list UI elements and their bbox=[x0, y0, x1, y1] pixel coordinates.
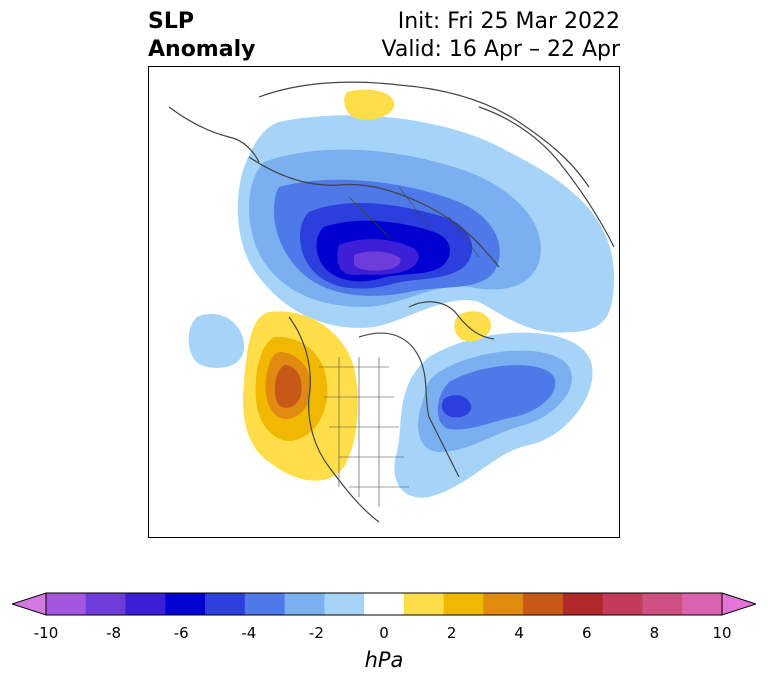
colorbar-segment bbox=[602, 593, 643, 615]
colorbar-tick-label: 10 bbox=[712, 624, 732, 642]
colorbar-segment bbox=[205, 593, 246, 615]
contour-plus-4 bbox=[274, 365, 302, 408]
colorbar-tick-label: 4 bbox=[514, 624, 524, 642]
positive-anomaly-barents bbox=[344, 89, 395, 120]
units-label: hPa bbox=[364, 648, 404, 672]
map-panel bbox=[148, 66, 620, 538]
init-date: Init: Fri 25 Mar 2022 bbox=[397, 9, 620, 34]
colorbar-segment bbox=[85, 593, 127, 615]
title-line-1: SLP bbox=[148, 9, 194, 34]
colorbar-tick-label: -8 bbox=[106, 624, 122, 642]
chart-title: SLP Anomaly bbox=[148, 8, 255, 64]
colorbar bbox=[12, 592, 756, 616]
colorbar-segment bbox=[483, 593, 524, 615]
colorbar-tick-label: 6 bbox=[582, 624, 592, 642]
valid-range: Valid: 16 Apr – 22 Apr bbox=[381, 37, 621, 62]
colorbar-arrow-left bbox=[12, 592, 47, 616]
coastlines bbox=[168, 81, 615, 523]
colorbar-segment bbox=[125, 593, 166, 615]
colorbar-outline bbox=[45, 592, 723, 616]
colorbar-tick-label: 2 bbox=[446, 624, 457, 642]
negative-anomaly-north-atlantic bbox=[394, 332, 593, 498]
colorbar-tick-label: 8 bbox=[649, 624, 660, 642]
colorbar-segment bbox=[324, 593, 365, 615]
colorbar-tick-label: -4 bbox=[241, 624, 257, 642]
anomaly-map bbox=[168, 81, 615, 523]
colorbar-segment bbox=[642, 593, 683, 615]
positive-anomaly-greenland bbox=[454, 311, 491, 342]
colorbar-tick-label: -10 bbox=[33, 624, 59, 642]
colorbar-segment bbox=[46, 593, 87, 615]
colorbar-segment bbox=[523, 593, 564, 615]
negative-anomaly-pacific bbox=[188, 313, 244, 368]
contour-atl-minus-4 bbox=[441, 395, 472, 418]
negative-anomaly-arctic-center bbox=[237, 115, 614, 333]
contour-minus-7 bbox=[354, 251, 401, 271]
colorbar-segment bbox=[165, 593, 206, 615]
title-line-2: Anomaly bbox=[148, 37, 256, 62]
colorbar-segment bbox=[364, 593, 405, 615]
date-info: Init: Fri 25 Mar 2022 Valid: 16 Apr – 22… bbox=[382, 8, 621, 64]
colorbar-segment bbox=[562, 593, 604, 615]
colorbar-arrow-right bbox=[721, 592, 756, 616]
colorbar-segment bbox=[403, 593, 445, 615]
colorbar-tick-label: 0 bbox=[379, 624, 389, 642]
positive-anomaly-northeast-pacific bbox=[243, 311, 358, 481]
borders bbox=[319, 186, 480, 507]
colorbar-segment bbox=[284, 593, 325, 615]
colorbar-segment bbox=[244, 593, 286, 615]
colorbar-tick-label: -2 bbox=[308, 624, 324, 642]
colorbar-segments bbox=[12, 592, 756, 616]
colorbar-segment bbox=[682, 593, 723, 615]
colorbar-tick-label: -6 bbox=[173, 624, 189, 642]
colorbar-segment bbox=[443, 593, 484, 615]
